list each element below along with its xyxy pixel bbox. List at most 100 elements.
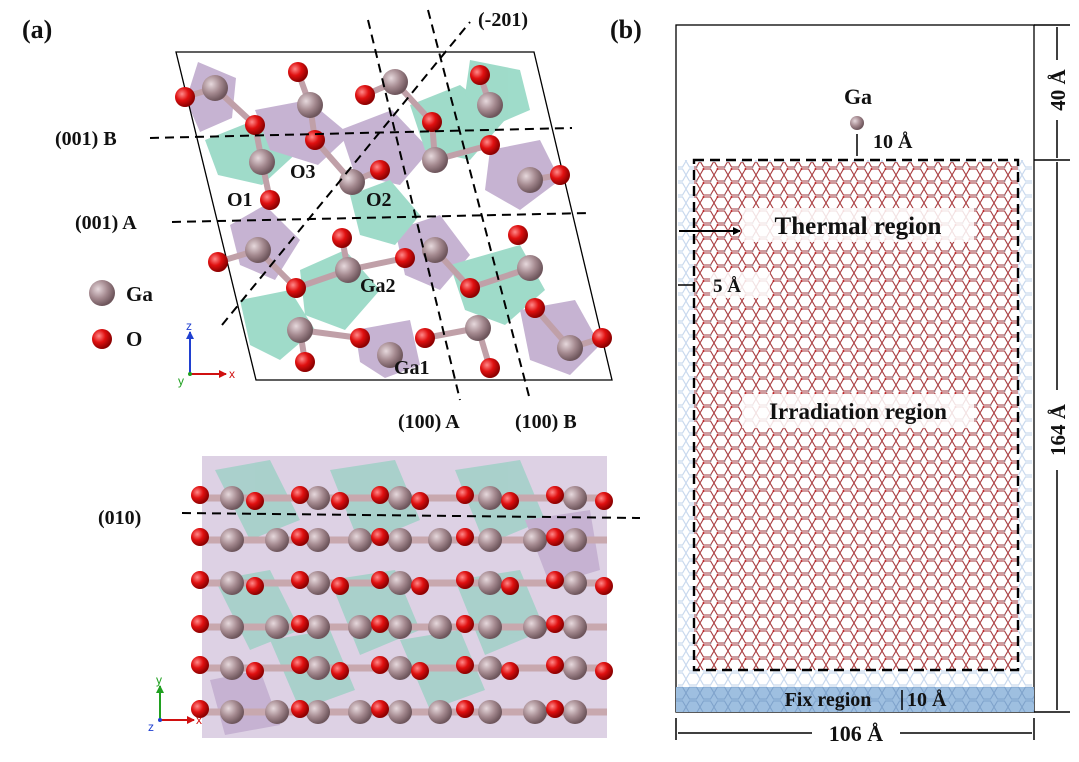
ga-atom (377, 342, 403, 368)
octahedron (240, 290, 315, 360)
irradiation-boundary (692, 158, 1020, 672)
axis-triad-bottom: y x z (148, 673, 202, 734)
plane-label-100B: (100) B (515, 411, 577, 433)
axis-label-z: z (186, 319, 192, 333)
ga-atom (306, 571, 330, 595)
ga-atom (220, 486, 244, 510)
atoms-bottom (191, 486, 613, 724)
ga-atom (245, 237, 271, 263)
plane-label-010: (010) (98, 507, 141, 529)
fix-10a-label: 10 Å (907, 688, 947, 711)
ga-atom (563, 486, 587, 510)
axis-label-z-bottom: z (148, 720, 154, 734)
o-atom (470, 65, 490, 85)
thermal-region-label: Thermal region (775, 213, 942, 240)
o-atom (595, 577, 613, 595)
ga-atom (563, 571, 587, 595)
o-atom (411, 662, 429, 680)
panel-a-top-structure: (a) (22, 9, 613, 433)
ga-atom (287, 317, 313, 343)
o-atom (595, 662, 613, 680)
ga-atom (557, 335, 583, 361)
o-atom (460, 278, 480, 298)
o-atom (592, 328, 612, 348)
panel-a-bottom-structure: (010) y x z (98, 456, 641, 738)
incident-ga-atom (850, 116, 864, 130)
o-atom (208, 252, 228, 272)
axis-label-y: y (178, 374, 184, 388)
panel-b-simulation-box: (b) Thermal region 5 Å Irradiation regio… (610, 15, 1070, 746)
axis-label-x: x (229, 367, 235, 381)
ga-atom (306, 528, 330, 552)
plane-line-010 (181, 512, 641, 519)
o-atom (546, 656, 564, 674)
legend-ga-label: Ga (126, 282, 153, 306)
o-atom (191, 486, 209, 504)
ga-atom (563, 656, 587, 680)
ga-atom (382, 69, 408, 95)
height-164a-label: 164 Å (1046, 403, 1070, 456)
o-atom (411, 492, 429, 510)
o-atom (191, 571, 209, 589)
axis-triad-top: z x y (178, 319, 235, 388)
o-atom (291, 571, 309, 589)
ga-atom (388, 700, 412, 724)
ga-atom (477, 92, 503, 118)
o-atom (175, 87, 195, 107)
ga-atom (478, 700, 502, 724)
plane-line-001B (149, 127, 573, 139)
plane-line-100A (367, 19, 461, 401)
ga-atom (478, 528, 502, 552)
height-40a-label: 40 Å (1046, 68, 1070, 110)
o-atom (422, 112, 442, 132)
ga-atom (428, 700, 452, 724)
o-atom (246, 492, 264, 510)
o-atom (456, 486, 474, 504)
o-atom (480, 135, 500, 155)
ga-atom (348, 615, 372, 639)
atom-label-O1: O1 (227, 189, 253, 211)
ga-atom (563, 700, 587, 724)
o-atom (371, 571, 389, 589)
panel-a-label: (a) (22, 15, 52, 44)
o-atom (415, 328, 435, 348)
o-atom (371, 700, 389, 718)
ga-atom (306, 486, 330, 510)
o-atom (350, 328, 370, 348)
plane-lines-top (149, 9, 591, 401)
ga-atom (563, 528, 587, 552)
o-atom (246, 662, 264, 680)
plane-label-100A: (100) A (398, 411, 460, 433)
gap-10a-label: 10 Å (873, 130, 913, 153)
ga-atom (523, 615, 547, 639)
five-a-label-bg (710, 272, 770, 298)
o-atom (246, 577, 264, 595)
o-atom (288, 62, 308, 82)
o-atom (191, 615, 209, 633)
ga-atom (335, 257, 361, 283)
ga-atom (220, 615, 244, 639)
o-atom (395, 248, 415, 268)
o-atom (456, 700, 474, 718)
axis-label-x-bottom: x (196, 713, 202, 727)
ga-atom (523, 528, 547, 552)
o-atom (546, 486, 564, 504)
plane-label-001B: (001) B (55, 128, 117, 150)
fix-region-band (676, 687, 1034, 712)
plane-line-m201 (221, 21, 471, 326)
ga-atom (339, 169, 365, 195)
o-atom (371, 486, 389, 504)
ga-atom (348, 700, 372, 724)
o-atom (291, 486, 309, 504)
o-atom (550, 165, 570, 185)
panel-b-label: (b) (610, 15, 642, 44)
o-atom (480, 358, 500, 378)
o-atom (456, 656, 474, 674)
ga-atom (265, 700, 289, 724)
ga-atom (220, 700, 244, 724)
atom-legend: Ga O (89, 280, 153, 351)
fix-region-label: Fix region (785, 689, 872, 711)
ga-atom (563, 615, 587, 639)
o-atom-O1 (260, 190, 280, 210)
o-atom (595, 492, 613, 510)
